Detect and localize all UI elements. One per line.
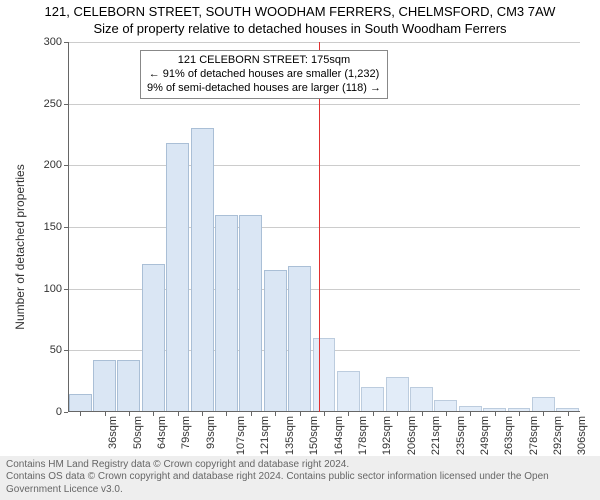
x-tick-label: 79sqm (180, 416, 192, 449)
title-sub: Size of property relative to detached ho… (0, 21, 600, 36)
x-tick (543, 412, 544, 416)
histogram-bar (386, 377, 409, 412)
x-tick (80, 412, 81, 416)
x-tick (446, 412, 447, 416)
x-tick (495, 412, 496, 416)
x-tick (226, 412, 227, 416)
x-tick-label: 278sqm (528, 416, 540, 455)
histogram-bar (142, 264, 165, 412)
x-tick-label: 221sqm (430, 416, 442, 455)
x-tick-label: 64sqm (156, 416, 168, 449)
y-tick-label: 0 (56, 406, 62, 418)
x-tick-label: 292sqm (552, 416, 564, 455)
x-tick-label: 178sqm (357, 416, 369, 455)
histogram-bar (361, 387, 384, 412)
histogram-bar (191, 128, 214, 412)
x-tick (105, 412, 106, 416)
x-tick (397, 412, 398, 416)
x-tick-label: 93sqm (205, 416, 217, 449)
histogram-bar (313, 338, 336, 412)
y-tick-label: 150 (44, 221, 62, 233)
y-axis-label: Number of detached properties (13, 127, 27, 367)
x-tick-label: 192sqm (382, 416, 394, 455)
x-tick-label: 107sqm (235, 416, 247, 455)
histogram-bar (215, 215, 238, 412)
x-tick (422, 412, 423, 416)
x-tick (568, 412, 569, 416)
annotation-line: ← 91% of detached houses are smaller (1,… (147, 68, 381, 82)
x-tick (202, 412, 203, 416)
annotation-line: 9% of semi-detached houses are larger (1… (147, 82, 381, 96)
x-tick (373, 412, 374, 416)
x-axis (68, 411, 580, 412)
x-tick (275, 412, 276, 416)
x-tick (324, 412, 325, 416)
footer-line-1: Contains HM Land Registry data © Crown c… (6, 459, 594, 472)
annotation-box: 121 CELEBORN STREET: 175sqm← 91% of deta… (140, 50, 388, 99)
histogram-bar (239, 215, 262, 412)
x-tick-label: 36sqm (107, 416, 119, 449)
x-tick (129, 412, 130, 416)
x-tick-label: 50sqm (132, 416, 144, 449)
x-tick-label: 121sqm (260, 416, 272, 455)
x-tick-label: 135sqm (284, 416, 296, 455)
x-tick (519, 412, 520, 416)
x-tick-label: 249sqm (479, 416, 491, 455)
histogram-bar (410, 387, 433, 412)
footer-line-2: Contains OS data © Crown copyright and d… (6, 471, 594, 496)
histogram-bar (117, 360, 140, 412)
x-tick-label: 164sqm (333, 416, 345, 455)
x-tick (178, 412, 179, 416)
grid-line (68, 165, 580, 166)
y-tick-label: 200 (44, 159, 62, 171)
x-tick-label: 150sqm (308, 416, 320, 455)
x-tick-label: 235sqm (455, 416, 467, 455)
x-tick (300, 412, 301, 416)
x-tick-label: 306sqm (577, 416, 589, 455)
x-tick-label: 263sqm (503, 416, 515, 455)
y-tick-label: 50 (50, 344, 62, 356)
x-tick (153, 412, 154, 416)
histogram-bar (166, 143, 189, 412)
plot-area: 05010015020025030036sqm50sqm64sqm79sqm93… (68, 42, 580, 412)
y-tick-label: 100 (44, 283, 62, 295)
y-tick-label: 250 (44, 98, 62, 110)
x-tick (251, 412, 252, 416)
x-tick (348, 412, 349, 416)
y-tick (64, 412, 68, 413)
histogram-bar (532, 397, 555, 412)
x-tick-label: 206sqm (406, 416, 418, 455)
grid-line (68, 227, 580, 228)
grid-line (68, 42, 580, 43)
histogram-bar (264, 270, 287, 412)
annotation-line: 121 CELEBORN STREET: 175sqm (147, 54, 381, 68)
grid-line (68, 104, 580, 105)
histogram-bar (69, 394, 92, 413)
title-main: 121, CELEBORN STREET, SOUTH WOODHAM FERR… (0, 4, 600, 19)
histogram-bar (93, 360, 116, 412)
footer-attribution: Contains HM Land Registry data © Crown c… (0, 456, 600, 500)
y-tick-label: 300 (44, 36, 62, 48)
histogram-bar (288, 266, 311, 412)
x-tick (470, 412, 471, 416)
y-axis (68, 42, 69, 412)
histogram-bar (337, 371, 360, 412)
